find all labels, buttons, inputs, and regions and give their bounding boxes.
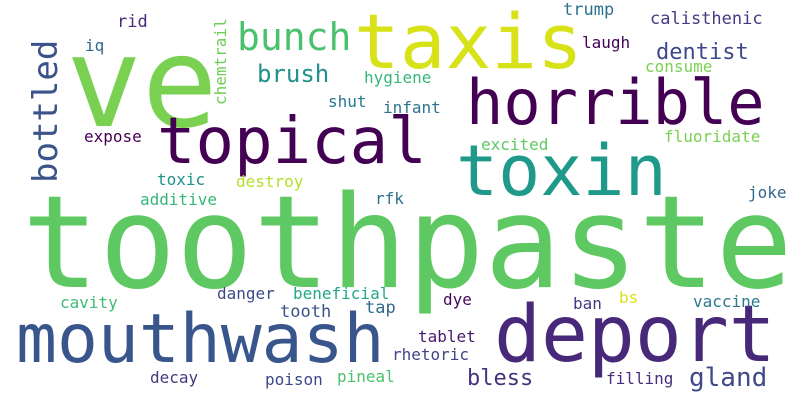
word-vaccine: vaccine [693, 292, 761, 311]
word-deport: deport [494, 290, 776, 380]
word-toothpaste: toothpaste [22, 169, 793, 318]
word-ban: ban [573, 294, 602, 313]
word-tap: tap [365, 298, 396, 318]
word-rid: rid [117, 12, 148, 32]
word-topical: topical [157, 105, 427, 179]
word-tooth: tooth [280, 302, 332, 322]
word-gland: gland [689, 363, 768, 393]
word-danger: danger [217, 284, 275, 303]
word-expose: expose [84, 127, 142, 146]
word-excited: excited [481, 135, 549, 154]
word-calisthenic: calisthenic [650, 9, 763, 29]
word-tablet: tablet [418, 327, 476, 346]
word-joke: joke [748, 183, 787, 202]
word-consume: consume [645, 57, 713, 76]
word-ve: ve [66, 9, 218, 156]
word-laugh: laugh [582, 33, 631, 52]
word-toxin: toxin [456, 130, 667, 212]
word-iq: iq [85, 36, 105, 55]
word-bless: bless [467, 366, 534, 391]
word-brush: brush [257, 60, 330, 88]
word-toxic: toxic [157, 170, 206, 189]
word-bs: bs [619, 288, 639, 307]
word-filling: filling [606, 369, 674, 388]
word-shut: shut [328, 92, 367, 111]
word-poison: poison [265, 370, 323, 389]
word-beneficial: beneficial [293, 284, 390, 303]
word-mouthwash: mouthwash [16, 300, 385, 379]
word-chemtrail: chemtrail [211, 18, 230, 105]
word-rhetoric: rhetoric [392, 345, 470, 364]
word-horrible: horrible [466, 66, 765, 139]
word-decay: decay [150, 368, 199, 387]
word-trump: trump [563, 0, 615, 20]
word-pineal: pineal [337, 367, 395, 386]
word-taxis: taxis [354, 0, 583, 86]
word-cavity: cavity [60, 293, 118, 312]
word-dye: dye [443, 290, 472, 309]
word-dentist: dentist [656, 40, 749, 65]
word-rfk: rfk [375, 189, 404, 208]
word-hygiene: hygiene [364, 68, 432, 87]
word-bottled: bottled [26, 39, 66, 183]
word-fluoridate: fluoridate [664, 127, 761, 146]
word-infant: infant [383, 98, 441, 117]
word-bunch: bunch [237, 15, 352, 59]
word-destroy: destroy [236, 172, 304, 191]
word-additive: additive [140, 190, 218, 209]
